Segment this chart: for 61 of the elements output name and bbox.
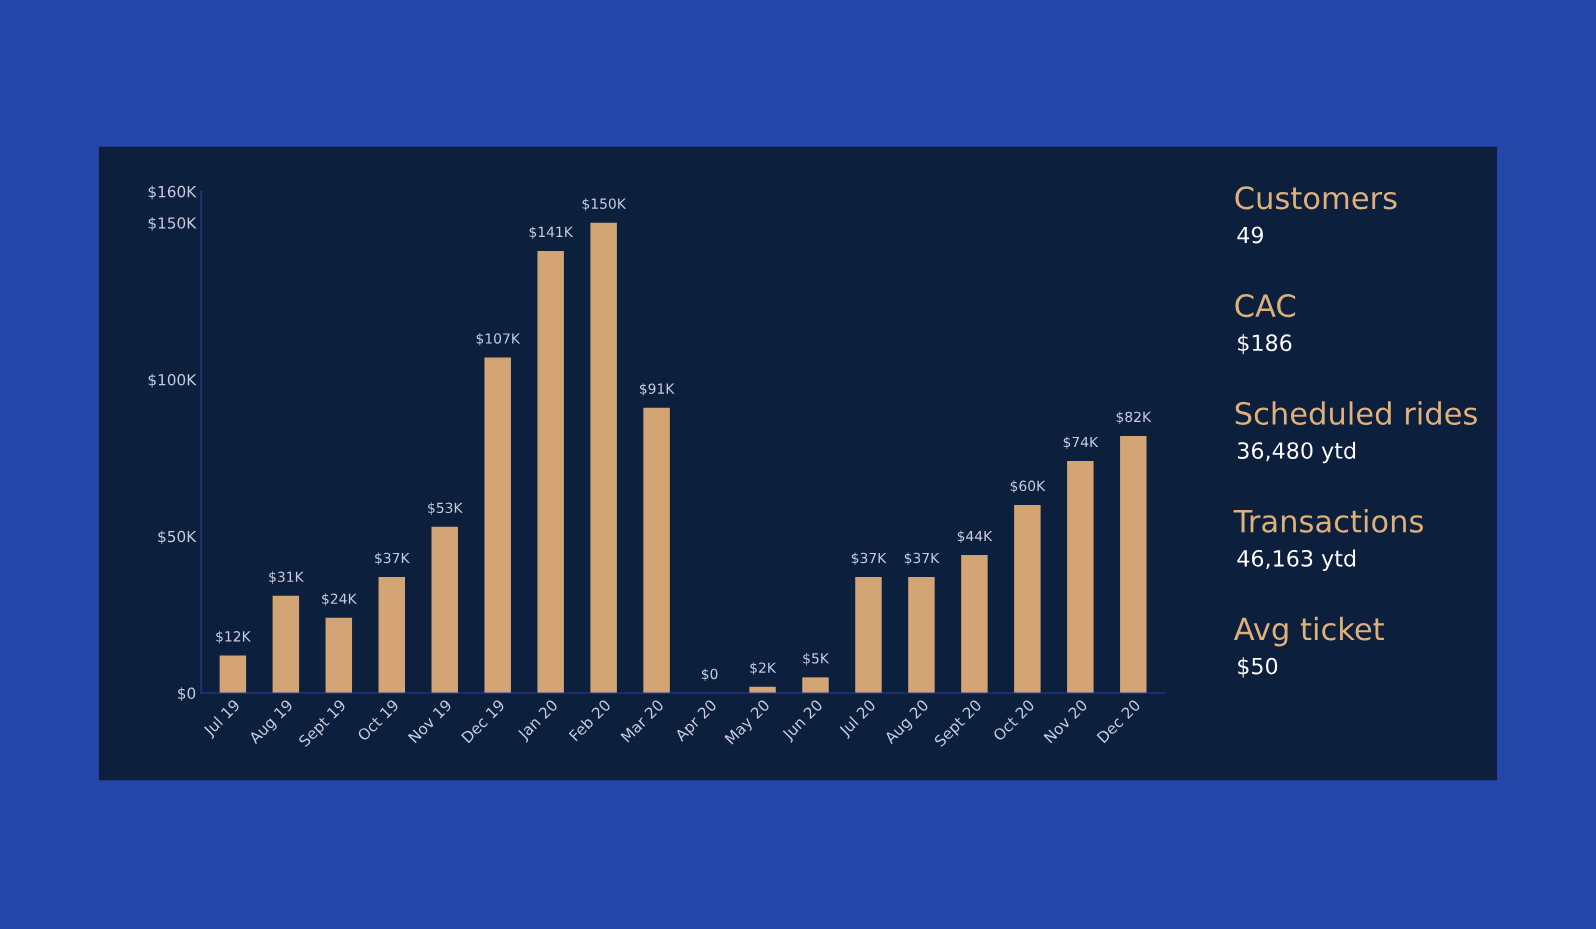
x-tick-label: Feb 20	[568, 698, 612, 742]
bar	[590, 222, 617, 694]
text: 49	[1237, 226, 1263, 244]
y-tick-label: $160K	[148, 185, 197, 200]
x-tick-label: Oct 19	[356, 698, 400, 742]
x-tick-label: Jun 20	[781, 698, 826, 743]
x-tick-label: Dec 19	[460, 698, 506, 744]
data-label: $37K	[904, 552, 940, 566]
bar	[961, 555, 988, 694]
bar	[802, 677, 829, 694]
x-tick-label: Jan 20	[516, 698, 561, 743]
data-label: $37K	[851, 552, 887, 566]
x-tick-label: Nov 19	[407, 698, 453, 744]
data-label: $91K	[639, 383, 675, 396]
data-label: $2K	[750, 662, 777, 675]
text: CAC	[1235, 294, 1296, 318]
bar	[378, 577, 406, 694]
bar	[219, 655, 247, 694]
bar	[537, 250, 564, 694]
text: $186	[1238, 333, 1292, 355]
bar	[484, 357, 511, 694]
text: Customers	[1235, 186, 1397, 210]
data-label: $150K	[582, 198, 627, 211]
bar	[272, 595, 300, 694]
data-label: $24K	[322, 593, 357, 606]
text: $50	[1238, 657, 1278, 678]
data-label: $5K	[803, 652, 830, 666]
x-tick-label: Apr 20	[673, 698, 720, 745]
bar	[325, 617, 353, 694]
bar	[1014, 504, 1041, 694]
x-tick-label: Oct 20	[992, 698, 1036, 742]
x-tick-label: Dec 20	[1096, 698, 1141, 744]
data-label: $53K	[428, 502, 463, 515]
bar	[1067, 461, 1094, 694]
data-label: $107K	[476, 333, 521, 346]
data-label: $74K	[1063, 436, 1099, 450]
data-label: $141K	[529, 226, 574, 239]
text: 36,480 ytd	[1237, 441, 1356, 464]
text: 46,163 ytd	[1237, 549, 1356, 572]
data-label: $44K	[957, 530, 993, 544]
text: Transactions	[1233, 509, 1423, 533]
x-tick-label: Jul 20	[837, 698, 879, 740]
bar	[1120, 435, 1147, 694]
x-tick-label: Jul 19	[202, 698, 243, 740]
y-tick-label: $50K	[158, 530, 197, 545]
data-label: $37K	[375, 552, 410, 566]
data-label: $31K	[269, 571, 304, 584]
text: Scheduled rides	[1235, 401, 1477, 425]
y-tick-label: $150K	[148, 216, 197, 231]
y-tick-label: $0	[178, 687, 196, 702]
bar	[908, 577, 935, 694]
bar	[431, 526, 458, 694]
y-tick-label: $100K	[148, 373, 197, 388]
data-label: $0	[701, 668, 718, 682]
data-label: $82K	[1116, 411, 1152, 424]
x-tick-label: Nov 20	[1043, 698, 1088, 744]
data-label: $12K	[216, 630, 251, 644]
bar	[643, 407, 670, 694]
text: Avg ticket	[1233, 616, 1384, 647]
data-label: $60K	[1010, 480, 1046, 493]
bar	[855, 577, 882, 694]
